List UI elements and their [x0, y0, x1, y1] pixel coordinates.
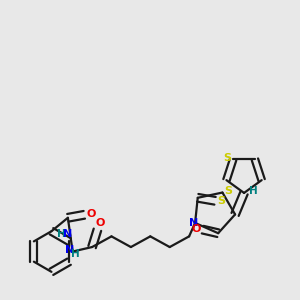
Text: H: H — [57, 229, 66, 238]
Text: S: S — [223, 153, 231, 163]
Text: O: O — [95, 218, 104, 228]
Text: N: N — [63, 229, 72, 238]
Text: N: N — [189, 218, 198, 228]
Text: N: N — [65, 245, 74, 255]
Text: O: O — [191, 224, 201, 234]
Text: H: H — [249, 185, 258, 196]
Text: H: H — [71, 249, 80, 259]
Text: S: S — [218, 196, 226, 206]
Text: O: O — [87, 209, 96, 219]
Text: S: S — [224, 186, 232, 197]
